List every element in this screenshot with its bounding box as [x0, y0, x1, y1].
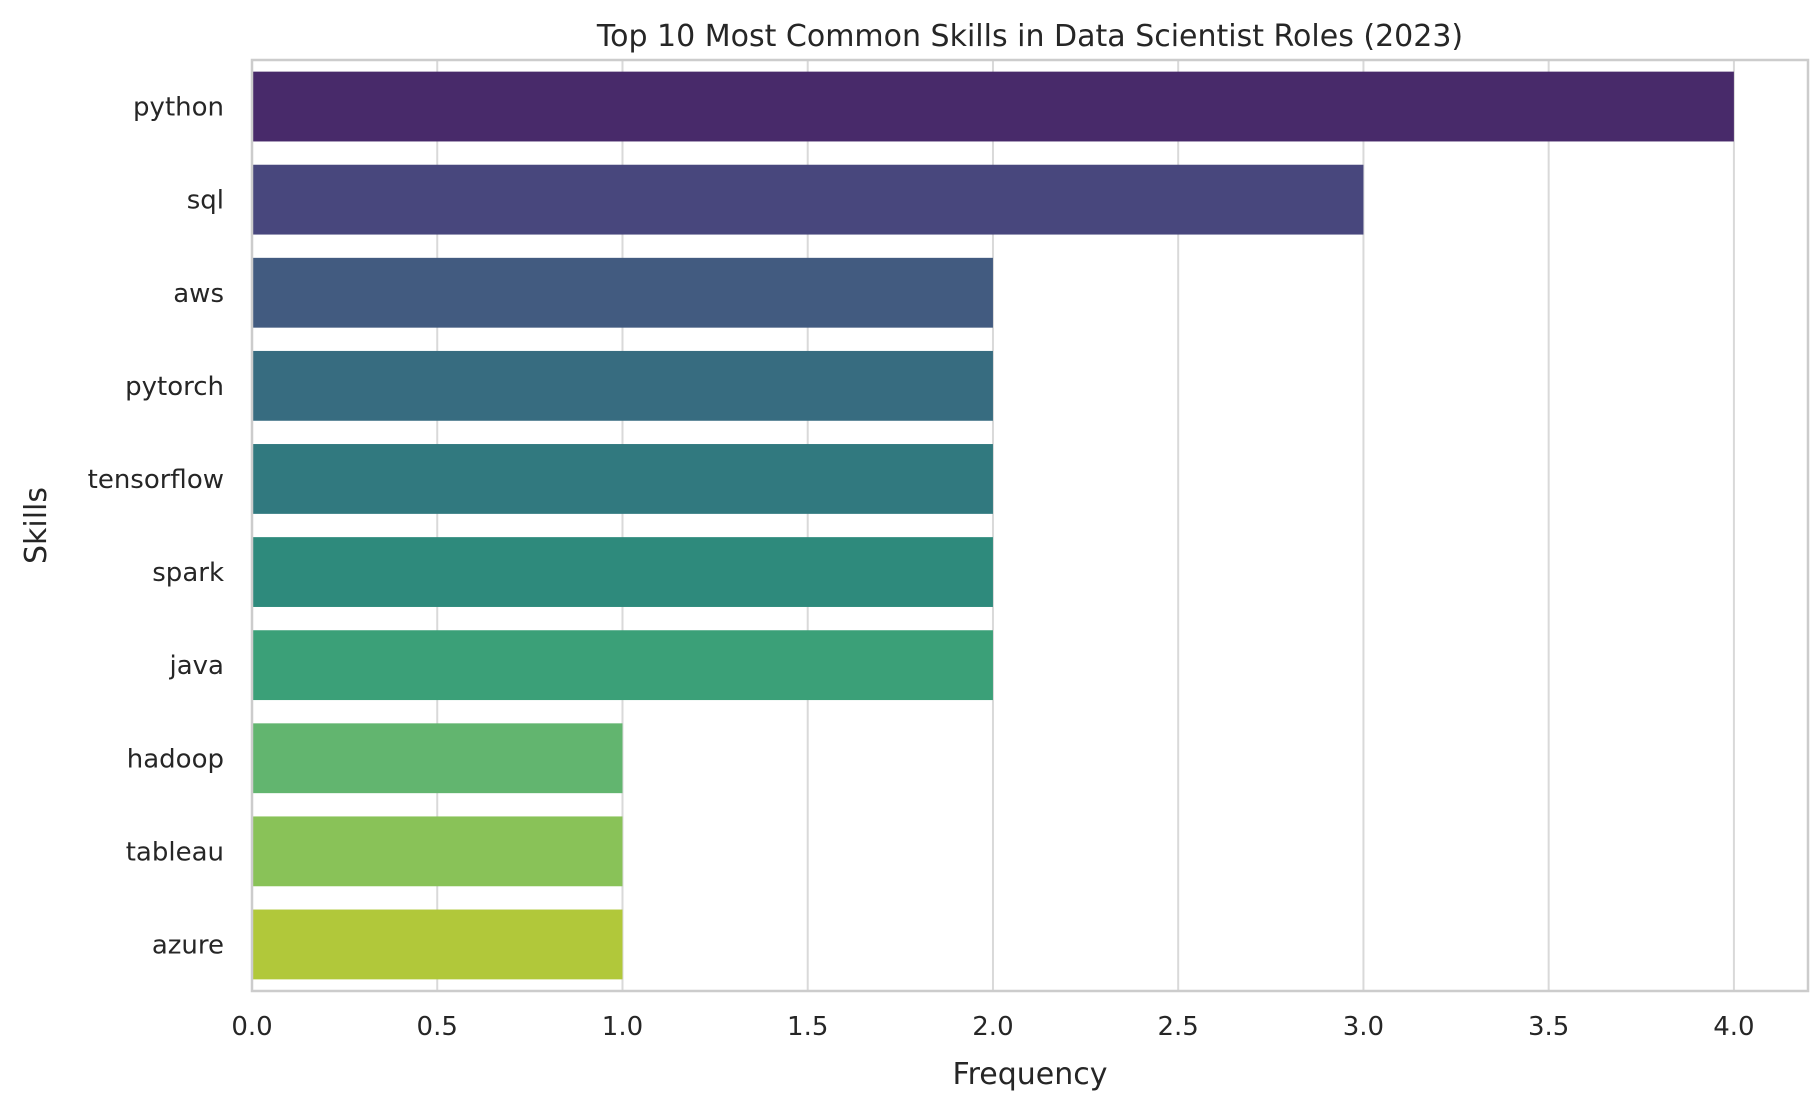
chart-title: Top 10 Most Common Skills in Data Scient… — [596, 19, 1463, 54]
y-tick-label-spark: spark — [152, 558, 224, 588]
y-tick-label-pytorch: pytorch — [125, 372, 224, 402]
x-tick-label: 2.5 — [1158, 1012, 1199, 1042]
x-tick-label: 0.5 — [417, 1012, 458, 1042]
y-tick-labels: python sql aws pytorch tensorflow spark java ha… — [88, 93, 224, 961]
bar-azure — [252, 909, 623, 980]
bar-python — [252, 71, 1734, 142]
y-tick-label-aws: aws — [173, 279, 224, 309]
x-tick-label: 1.5 — [787, 1012, 828, 1042]
bar-tableau — [252, 816, 623, 887]
y-tick-label-java: java — [169, 651, 224, 681]
y-tick-label-sql: sql — [187, 186, 224, 216]
bar-aws — [252, 257, 993, 328]
y-tick-label-python: python — [133, 93, 224, 123]
x-tick-label: 0.0 — [231, 1012, 272, 1042]
bar-java — [252, 630, 993, 701]
bar-tensorflow — [252, 444, 993, 514]
x-tick-label: 3.0 — [1343, 1012, 1384, 1042]
y-tick-label-azure: azure — [152, 930, 224, 960]
x-tick-label: 4.0 — [1713, 1012, 1754, 1042]
bar-hadoop — [252, 723, 623, 794]
x-tick-label: 2.0 — [972, 1012, 1013, 1042]
x-tick-labels: 0.0 0.5 1.0 1.5 2.0 2.5 3.0 3.5 4.0 — [231, 1012, 1754, 1042]
x-axis-label: Frequency — [953, 1057, 1108, 1092]
bar-sql — [252, 164, 1364, 235]
bar-spark — [252, 537, 993, 607]
bars — [252, 71, 1734, 980]
y-tick-label-tableau: tableau — [126, 837, 224, 867]
y-tick-label-hadoop: hadoop — [127, 744, 224, 774]
bar-pytorch — [252, 350, 993, 421]
y-tick-label-tensorflow: tensorflow — [88, 465, 224, 495]
x-tick-label: 1.0 — [602, 1012, 643, 1042]
y-axis-label: Skills — [19, 487, 54, 564]
plot-frame — [250, 58, 1810, 993]
x-tick-label: 3.5 — [1528, 1012, 1569, 1042]
